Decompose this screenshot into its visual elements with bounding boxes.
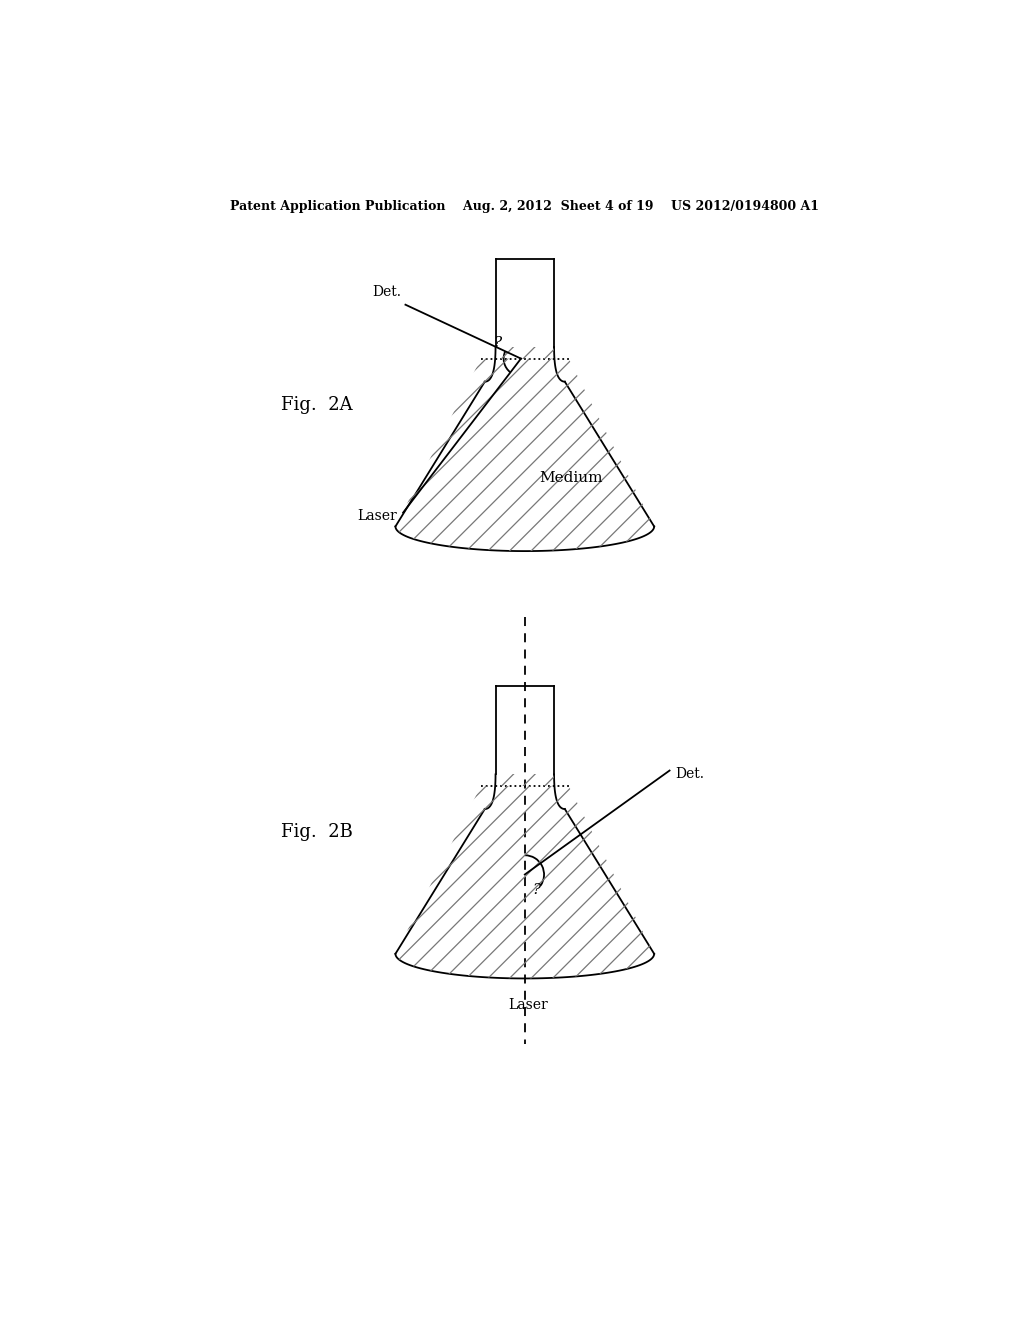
Text: Fig.  2B: Fig. 2B xyxy=(281,824,352,841)
Text: Laser: Laser xyxy=(509,998,549,1011)
Text: ?: ? xyxy=(532,883,541,896)
Text: Patent Application Publication    Aug. 2, 2012  Sheet 4 of 19    US 2012/0194800: Patent Application Publication Aug. 2, 2… xyxy=(230,199,819,213)
Text: ?: ? xyxy=(494,337,502,350)
Text: Medium: Medium xyxy=(540,471,603,484)
Text: Laser: Laser xyxy=(357,510,397,524)
Text: Fig.  2A: Fig. 2A xyxy=(281,396,352,413)
Text: Det.: Det. xyxy=(676,767,705,780)
Text: Det.: Det. xyxy=(373,285,401,298)
